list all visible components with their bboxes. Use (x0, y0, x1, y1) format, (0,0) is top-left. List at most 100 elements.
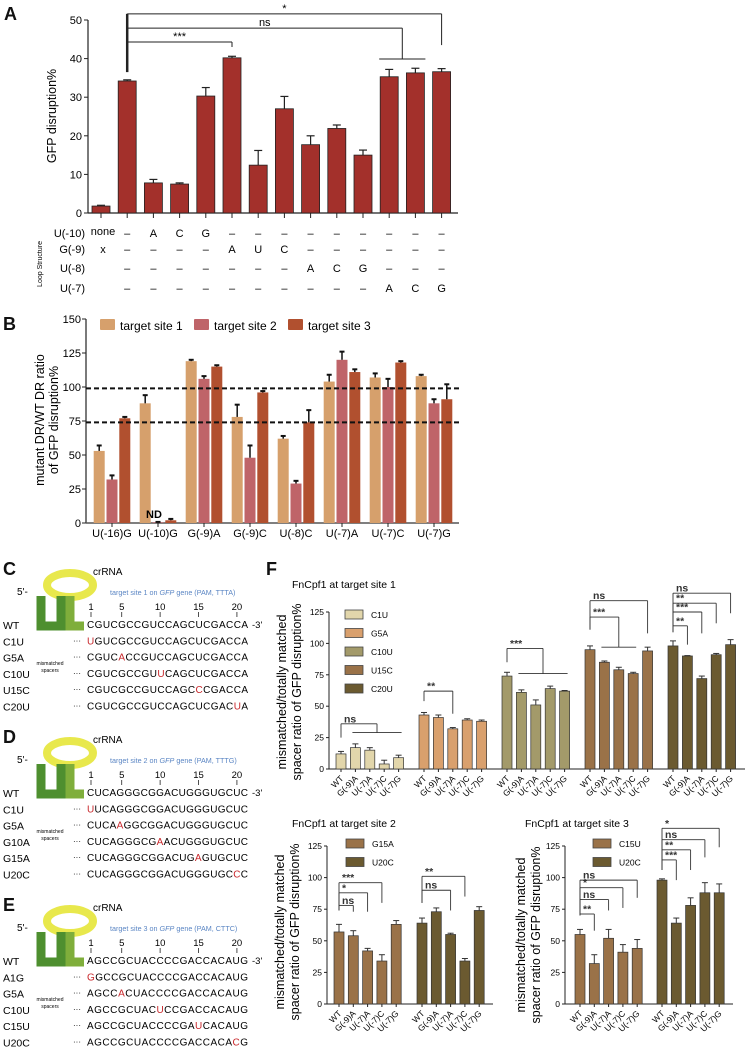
loop-cell: – (334, 228, 341, 240)
bar (378, 763, 390, 770)
significance-label: *** (173, 31, 187, 43)
crrna-loop-icon (43, 569, 97, 601)
legend-swatch (288, 319, 303, 330)
loop-cell: x (100, 244, 106, 256)
target-site-text: target site 2 on GFP gene (PAM, TTTG) (110, 756, 237, 765)
loop-cell: – (439, 263, 446, 275)
bar (516, 692, 527, 770)
mutated-base: C (233, 870, 240, 881)
spacer-name: G5A (3, 653, 24, 665)
legend-swatch (344, 609, 364, 620)
position-number: 15 (193, 602, 204, 613)
loop-cell: C (176, 228, 184, 240)
wt-sequence: CUCAGGGCGGACUGGGUGCUC (87, 788, 248, 799)
significance-label: ns (425, 880, 437, 892)
mutated-base: U (87, 804, 94, 815)
spacers-label: spacers (41, 668, 59, 674)
sequence-part: CUCA (87, 821, 117, 832)
target-site-text: target site 1 on GFP gene (PAM, TTTA) (110, 588, 235, 597)
y-tick-label: 150 (63, 314, 81, 326)
spacer-name: C1U (3, 636, 24, 648)
significance-label: * (342, 882, 347, 894)
legend-label: U20C (372, 858, 394, 868)
loop-cell: – (281, 263, 288, 275)
legend-swatch (344, 683, 364, 694)
sequence-part: CCGUCCAGCUCGACCA (125, 653, 248, 664)
loop-cell: – (412, 263, 419, 275)
loop-cell: – (177, 283, 184, 295)
bar (290, 483, 302, 523)
significance-label: ns (583, 889, 595, 901)
y-tick-label: 125 (63, 348, 81, 360)
loop-cell: – (439, 244, 446, 256)
bar (248, 164, 268, 214)
crrna-loop-icon (43, 737, 97, 769)
position-number: 20 (232, 938, 243, 949)
sequence-part: GCCGCUACCCCGACCACAUG (95, 972, 248, 983)
ellipsis: ··· (73, 870, 81, 879)
bar (393, 757, 404, 770)
loop-cell: – (334, 244, 341, 256)
mismatched-sequence: AGCCGCUACCCCGACCACACG (87, 1038, 248, 1049)
y-axis-label-line1: mutant DR/WT DR ratio (33, 354, 47, 486)
bar (501, 675, 513, 770)
legend-swatch (194, 319, 209, 330)
nd-annotation: ND (146, 509, 162, 521)
mismatched-label: mismatched (37, 661, 64, 667)
y-tick-label: 40 (70, 54, 82, 66)
mutated-base: U (234, 702, 241, 713)
position-number: 1 (88, 770, 93, 781)
loop-cell: A (150, 228, 158, 240)
sequence-part: GUGCUC (202, 853, 248, 864)
significance-label: ns (344, 713, 356, 725)
loop-cell: – (124, 263, 131, 275)
bar (379, 76, 399, 214)
y-tick-label: 125 (546, 841, 560, 851)
sequence-part: GUCGCCGUCCAGCUCGACCA (95, 636, 249, 647)
bar (405, 72, 425, 214)
y-tick-label: 125 (310, 607, 324, 617)
spacer-name: G5A (3, 821, 24, 833)
mismatched-sequence: UUCAGGGCGGACUGGGUGCUC (87, 804, 248, 815)
y-tick-label: 25 (551, 967, 561, 977)
target-site-suffix: gene (PAM, CTTC) (174, 924, 237, 933)
bar (196, 95, 216, 214)
mismatched-sequence: CGUCACCGUCCAGCUCGACCA (87, 653, 248, 664)
mutated-base: U (195, 1021, 202, 1032)
sequence-part: CCGACCACAUG (164, 1005, 248, 1016)
loop-cell: – (229, 228, 236, 240)
loop-cell: A (307, 263, 315, 275)
mutated-base: A (117, 821, 124, 832)
y-tick-label: 100 (546, 873, 560, 883)
ellipsis: ··· (73, 1038, 81, 1047)
bar (713, 892, 725, 1005)
spacer-name: A1G (3, 972, 24, 984)
loop-cell: – (308, 228, 315, 240)
mutated-base: U (156, 1005, 163, 1016)
mismatched-sequence: AGCCGCUACCCCGAUCACAUG (87, 1021, 248, 1032)
bar (461, 719, 473, 770)
x-tick-label: U(-8)C (280, 528, 313, 540)
loop-cell: C (333, 263, 341, 275)
loop-cell: G (437, 283, 446, 295)
loop-cell: – (308, 244, 315, 256)
ellipsis: ··· (73, 653, 81, 662)
target-site-text: target site 3 on GFP gene (PAM, CTTC) (110, 924, 237, 933)
loop-cell: C (280, 244, 288, 256)
x-tick-label: G(-9)C (233, 528, 267, 540)
panel-label-a: A (4, 4, 17, 24)
loop-cell: – (360, 244, 367, 256)
target-site-prefix: target site 3 on (110, 924, 160, 933)
crrna-stem-icon (65, 932, 84, 967)
legend-label: G5A (371, 629, 388, 639)
bar (433, 717, 444, 770)
spacer-name: G10A (3, 837, 30, 849)
loop-cell: – (203, 244, 210, 256)
position-number: 10 (155, 602, 166, 613)
loop-cell: C (411, 283, 419, 295)
x-tick-label: G(-9)A (188, 528, 222, 540)
bar (277, 438, 289, 523)
mismatched-label: mismatched (37, 829, 64, 835)
bar (544, 688, 556, 770)
x-tick-label: U(-16)G (92, 528, 132, 540)
